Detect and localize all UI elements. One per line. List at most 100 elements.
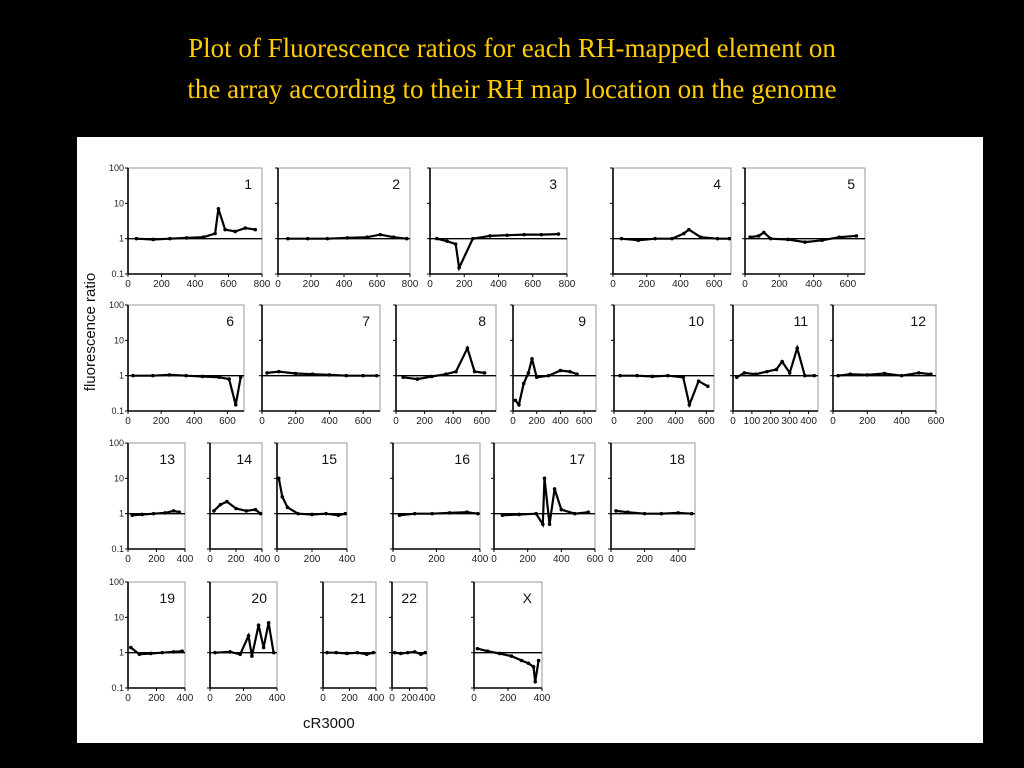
- data-point: [238, 375, 243, 380]
- data-point: [286, 236, 290, 241]
- slide-title-line-1: Plot of Fluorescence ratios for each RH-…: [188, 33, 836, 63]
- data-point: [626, 510, 630, 515]
- data-trace: [277, 478, 346, 517]
- data-point: [536, 658, 541, 663]
- data-point: [216, 207, 221, 211]
- x-tick-label: 200: [148, 554, 165, 565]
- chart-panel-22: 0 200 400 22: [389, 581, 436, 704]
- data-point: [734, 375, 739, 380]
- x-tick-label: 0: [491, 554, 497, 565]
- data-point: [513, 398, 518, 403]
- data-point: [184, 236, 189, 240]
- y-tick-label: 0.1: [111, 683, 124, 693]
- data-point: [762, 230, 766, 235]
- x-tick-label: 0: [125, 416, 131, 427]
- data-point: [167, 373, 172, 377]
- x-tick-label: 400: [805, 279, 822, 290]
- panel-frame: [277, 167, 411, 275]
- data-point: [131, 373, 135, 378]
- data-point: [397, 513, 402, 518]
- data-point: [277, 369, 281, 374]
- data-point: [552, 487, 557, 491]
- x-tick-label: 0: [389, 693, 395, 704]
- data-point: [171, 509, 176, 513]
- data-point: [765, 369, 769, 374]
- chart-panel-3: 0 200 400 600 800 3: [427, 167, 576, 290]
- data-point: [212, 509, 216, 513]
- data-point: [149, 651, 153, 656]
- data-trace: [436, 233, 559, 272]
- chart-panel-18: 0 200 400 18: [608, 442, 696, 565]
- data-point: [213, 231, 217, 236]
- data-point: [530, 357, 534, 361]
- data-point: [253, 507, 258, 512]
- data-point: [519, 658, 524, 663]
- panel-label: 9: [578, 313, 586, 329]
- panel-label: 20: [251, 590, 267, 606]
- data-point: [218, 502, 223, 507]
- data-point: [423, 650, 428, 655]
- y-tick-label: 10: [114, 612, 124, 622]
- chart-panel-17: 0 200 400 600 17: [491, 442, 604, 565]
- panel-label: 21: [350, 590, 366, 606]
- data-point: [234, 506, 238, 511]
- data-point: [465, 510, 469, 515]
- x-tick-label: 800: [559, 279, 576, 290]
- data-point: [756, 234, 761, 238]
- chart-panel-2: 0 200 400 600 800 2: [275, 167, 419, 290]
- data-point: [246, 634, 251, 638]
- x-tick-label: 0: [320, 693, 326, 704]
- x-tick-label: 400: [339, 554, 356, 565]
- x-tick-label: 0: [510, 416, 516, 427]
- x-tick-label: 0: [471, 693, 477, 704]
- x-tick-label: 600: [928, 416, 945, 427]
- data-point: [160, 650, 164, 655]
- y-tick-label: 100: [109, 438, 124, 448]
- data-point: [163, 511, 167, 515]
- data-point: [488, 234, 492, 238]
- data-point: [228, 650, 232, 654]
- x-tick-label: 400: [670, 554, 687, 565]
- data-point: [618, 373, 622, 378]
- data-point: [223, 227, 227, 232]
- data-point: [401, 375, 405, 380]
- data-point: [361, 373, 365, 378]
- chart-panel-12: 0 200 400 600 12: [830, 304, 945, 427]
- data-point: [447, 511, 452, 515]
- x-tick-label: 200: [638, 279, 655, 290]
- panel-label: X: [523, 590, 533, 606]
- data-point: [546, 373, 551, 378]
- x-tick-label: 200: [428, 554, 445, 565]
- chart-panel-10: 0 200 400 600 10: [611, 304, 715, 427]
- data-point: [435, 236, 439, 241]
- data-point: [256, 623, 261, 627]
- x-tick-label: 200: [519, 554, 536, 565]
- data-point: [134, 236, 139, 241]
- data-point: [293, 371, 298, 376]
- data-point: [539, 232, 544, 237]
- data-point: [768, 236, 773, 241]
- data-point: [666, 373, 670, 378]
- x-tick-label: 200: [500, 693, 517, 704]
- data-point: [476, 511, 480, 516]
- data-point: [151, 373, 155, 378]
- data-point: [558, 368, 563, 373]
- data-point: [753, 372, 758, 377]
- data-point: [404, 236, 409, 241]
- data-point: [412, 511, 417, 516]
- chart-panel-21: 0 200 400 21: [320, 581, 385, 704]
- x-tick-label: 400: [321, 416, 338, 427]
- data-point: [261, 645, 266, 650]
- data-point: [225, 499, 229, 504]
- data-point: [324, 511, 328, 516]
- data-point: [405, 650, 410, 655]
- data-point: [365, 235, 369, 240]
- chart-panel-11: 0 100 200 300 400 11: [730, 304, 819, 427]
- y-tick-label: 1: [119, 371, 124, 381]
- x-tick-label: 400: [472, 554, 489, 565]
- data-point: [465, 346, 470, 350]
- data-point: [374, 373, 379, 378]
- data-point: [445, 239, 449, 243]
- x-tick-label: 600: [220, 279, 237, 290]
- y-tick-label: 10: [114, 335, 124, 345]
